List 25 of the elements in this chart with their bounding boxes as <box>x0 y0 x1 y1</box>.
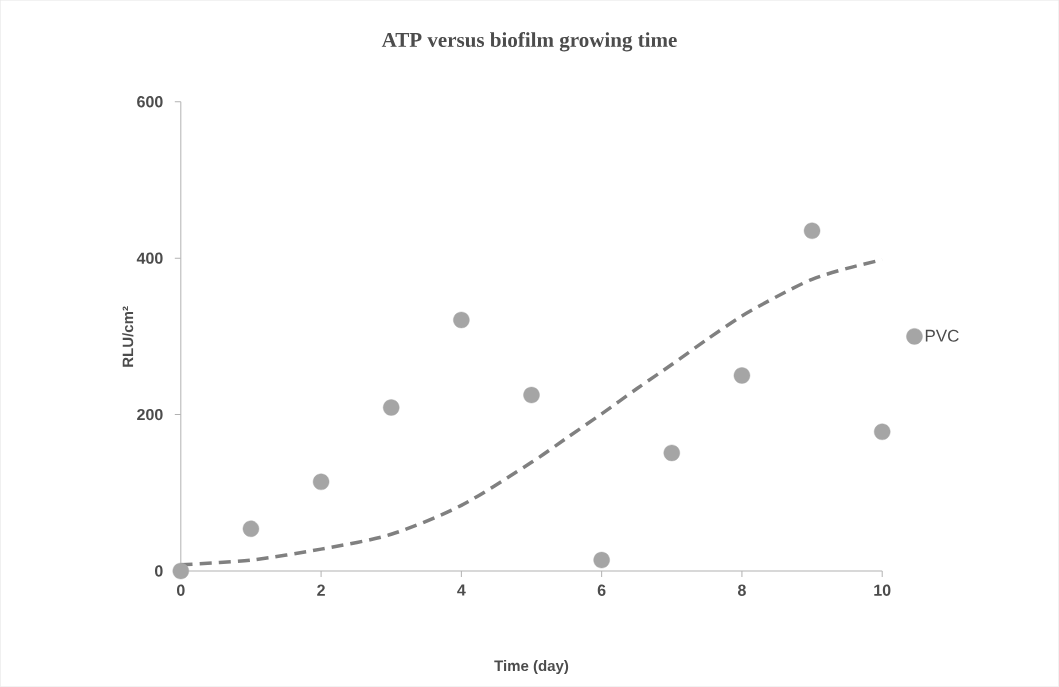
point <box>242 520 260 538</box>
y-tick-label: 600 <box>137 96 163 108</box>
y-axis-title: RLU/cm² <box>122 306 134 367</box>
point <box>593 551 610 569</box>
point <box>803 222 821 240</box>
x-tick-label: 10 <box>874 584 891 596</box>
point <box>523 386 540 404</box>
point <box>663 444 680 462</box>
point <box>172 562 190 580</box>
point <box>383 399 400 416</box>
y-tick-label: 0 <box>154 565 163 577</box>
point <box>312 473 330 491</box>
point <box>874 423 891 441</box>
point <box>733 367 751 384</box>
x-tick-label: 4 <box>457 584 466 596</box>
legend-label: PVC <box>925 329 959 342</box>
x-tick-label: 6 <box>597 584 606 596</box>
y-tick-label: 200 <box>137 409 163 421</box>
chart-title: ATP versus biofilm growing time <box>381 32 677 52</box>
y-tick-label: 400 <box>136 252 163 264</box>
x-tick-label: 0 <box>176 584 185 596</box>
point <box>453 311 470 329</box>
x-tick-label: 8 <box>737 584 746 596</box>
x-tick-label: 2 <box>317 584 325 596</box>
x-axis-title: Time (day) <box>494 660 569 675</box>
